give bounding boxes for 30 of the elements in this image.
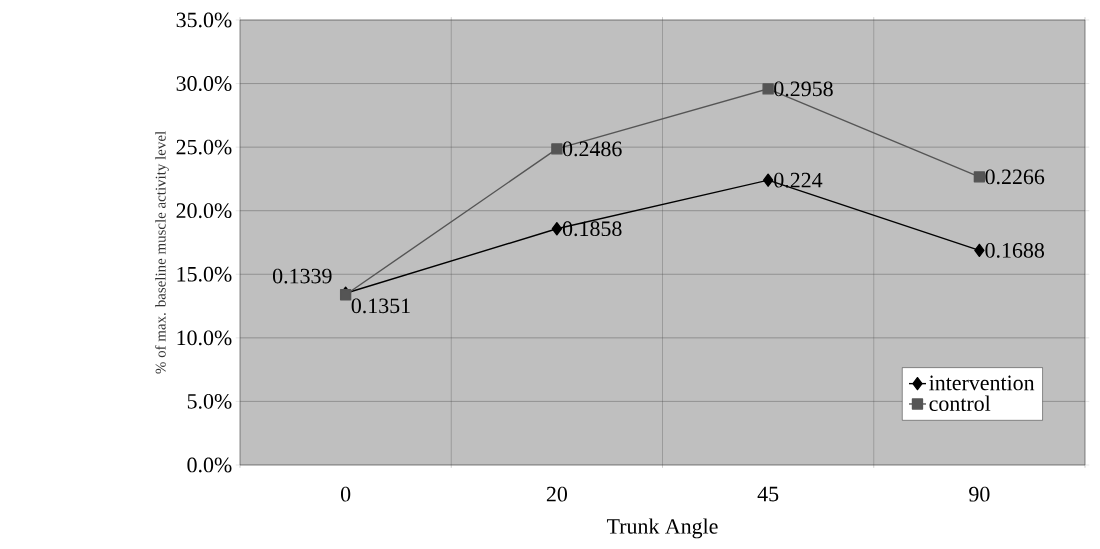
data-label: 0.2266	[985, 169, 1045, 185]
x-tick-label: 0	[340, 486, 351, 502]
data-label: 0.1858	[562, 221, 622, 237]
data-label: 0.1339	[272, 268, 332, 284]
y-tick-label: 5.0%	[187, 393, 232, 409]
data-label: 0.224	[774, 172, 823, 188]
x-axis-title: Trunk Angle	[606, 518, 718, 539]
x-tick-label: 20	[546, 486, 567, 502]
y-tick-label: 15.0%	[177, 266, 232, 282]
x-tick-label: 45	[757, 486, 779, 502]
data-label: 0.2958	[774, 81, 833, 97]
y-tick-label: 10.0%	[177, 330, 232, 346]
legend-label: intervention	[929, 375, 1035, 391]
x-tick-label: 90	[969, 486, 990, 502]
data-label: 0.1351	[351, 298, 410, 314]
y-axis-title: % of max. baseline muscle activity level	[155, 131, 169, 374]
point	[551, 222, 563, 236]
point	[973, 171, 986, 183]
y-tick-label: 25.0%	[176, 139, 232, 155]
point	[974, 243, 985, 258]
point	[762, 83, 774, 95]
point	[762, 173, 774, 187]
y-tick-label: 30.0%	[176, 76, 232, 92]
y-tick-label: 0.0%	[187, 457, 232, 473]
legend-label: control	[929, 395, 991, 412]
data-label: 0.1688	[985, 242, 1045, 258]
y-tick-label: 35.0%	[176, 12, 232, 28]
y-tick-label: 20.0%	[176, 203, 232, 219]
data-label: 0.2486	[562, 141, 622, 157]
point	[551, 143, 563, 155]
